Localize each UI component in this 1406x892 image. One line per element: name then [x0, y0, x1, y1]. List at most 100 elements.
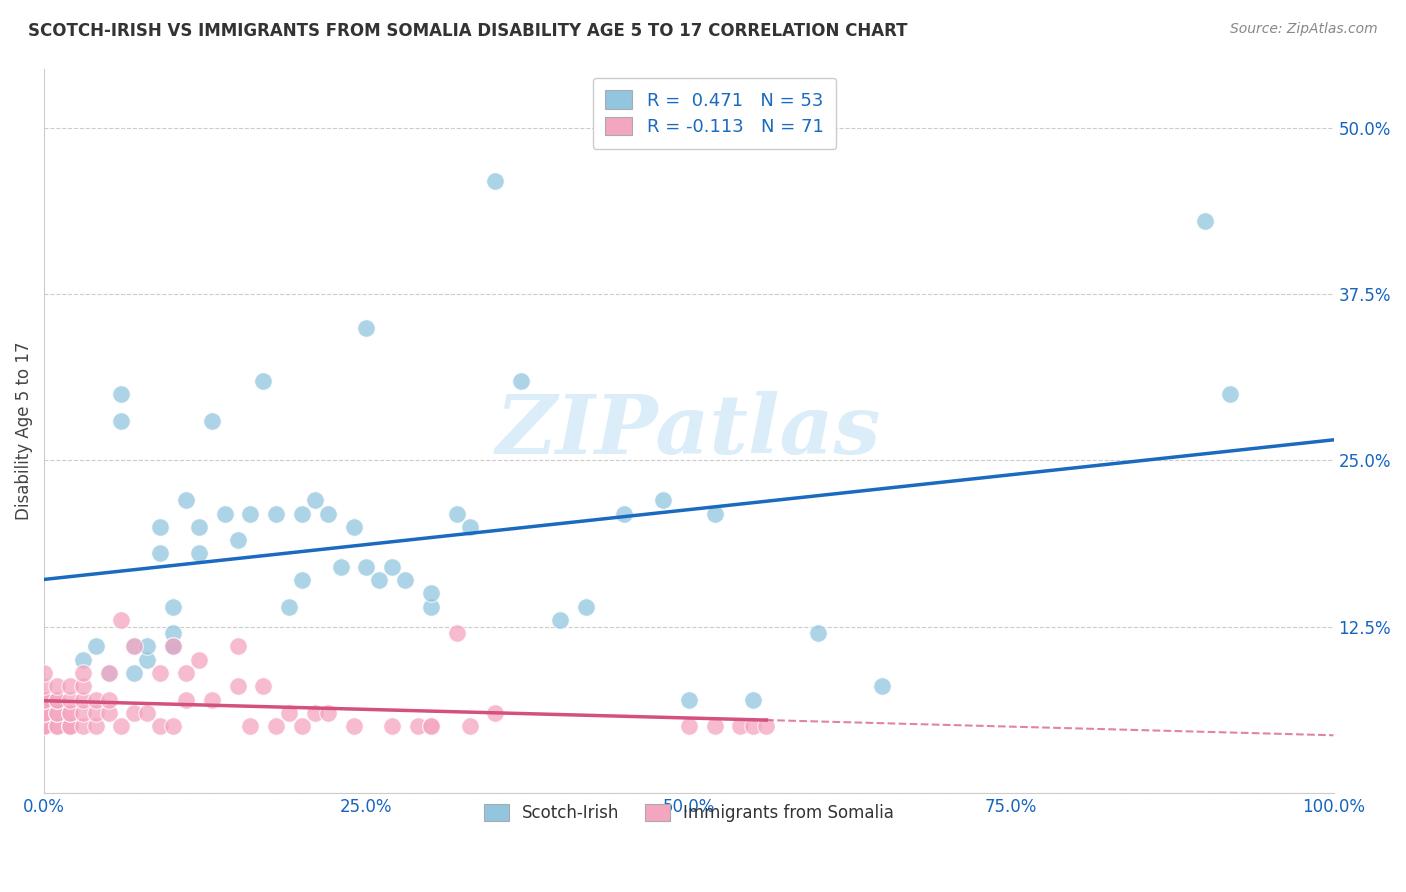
Point: [136, 706, 159, 720]
Point: [32, 719, 55, 733]
Point: [32, 719, 55, 733]
Point: [458, 719, 481, 733]
Point: [703, 507, 725, 521]
Point: [252, 679, 274, 693]
Point: [226, 640, 249, 654]
Point: [652, 493, 675, 508]
Point: [187, 653, 209, 667]
Point: [304, 706, 326, 720]
Point: [1219, 387, 1241, 401]
Point: [97, 692, 120, 706]
Point: [46, 706, 69, 720]
Point: [742, 692, 765, 706]
Point: [304, 493, 326, 508]
Y-axis label: Disability Age 5 to 17: Disability Age 5 to 17: [15, 342, 32, 520]
Point: [316, 706, 339, 720]
Point: [419, 586, 441, 600]
Point: [381, 719, 404, 733]
Point: [264, 507, 287, 521]
Point: [32, 719, 55, 733]
Point: [97, 666, 120, 681]
Point: [32, 692, 55, 706]
Point: [72, 679, 94, 693]
Point: [59, 692, 82, 706]
Point: [59, 706, 82, 720]
Point: [46, 692, 69, 706]
Point: [446, 626, 468, 640]
Point: [394, 573, 416, 587]
Point: [124, 706, 146, 720]
Point: [84, 692, 107, 706]
Text: Source: ZipAtlas.com: Source: ZipAtlas.com: [1230, 22, 1378, 37]
Point: [149, 520, 172, 534]
Point: [46, 719, 69, 733]
Point: [484, 706, 506, 720]
Point: [278, 599, 301, 614]
Point: [46, 706, 69, 720]
Point: [162, 719, 184, 733]
Point: [84, 640, 107, 654]
Point: [316, 507, 339, 521]
Point: [406, 719, 429, 733]
Point: [548, 613, 571, 627]
Point: [149, 547, 172, 561]
Point: [381, 559, 404, 574]
Point: [575, 599, 598, 614]
Point: [755, 719, 778, 733]
Point: [110, 613, 132, 627]
Point: [162, 599, 184, 614]
Point: [174, 493, 197, 508]
Point: [187, 547, 209, 561]
Point: [264, 719, 287, 733]
Point: [201, 692, 224, 706]
Point: [124, 640, 146, 654]
Point: [46, 679, 69, 693]
Point: [613, 507, 636, 521]
Point: [703, 719, 725, 733]
Point: [239, 719, 262, 733]
Point: [484, 174, 506, 188]
Point: [124, 666, 146, 681]
Point: [32, 666, 55, 681]
Point: [226, 679, 249, 693]
Point: [162, 640, 184, 654]
Point: [226, 533, 249, 548]
Legend: Scotch-Irish, Immigrants from Somalia: Scotch-Irish, Immigrants from Somalia: [471, 790, 907, 835]
Point: [59, 719, 82, 733]
Point: [201, 414, 224, 428]
Point: [419, 719, 441, 733]
Point: [252, 374, 274, 388]
Point: [342, 520, 364, 534]
Point: [110, 387, 132, 401]
Point: [32, 692, 55, 706]
Point: [149, 666, 172, 681]
Point: [162, 640, 184, 654]
Point: [368, 573, 391, 587]
Point: [84, 706, 107, 720]
Point: [97, 706, 120, 720]
Point: [124, 640, 146, 654]
Point: [59, 706, 82, 720]
Point: [174, 692, 197, 706]
Point: [187, 520, 209, 534]
Point: [870, 679, 893, 693]
Point: [32, 706, 55, 720]
Point: [110, 719, 132, 733]
Point: [730, 719, 752, 733]
Point: [162, 626, 184, 640]
Point: [291, 573, 314, 587]
Point: [1194, 214, 1216, 228]
Point: [59, 719, 82, 733]
Point: [446, 507, 468, 521]
Point: [239, 507, 262, 521]
Point: [72, 706, 94, 720]
Point: [356, 559, 378, 574]
Point: [32, 706, 55, 720]
Text: ZIPatlas: ZIPatlas: [496, 391, 882, 471]
Point: [110, 414, 132, 428]
Point: [458, 520, 481, 534]
Point: [742, 719, 765, 733]
Text: SCOTCH-IRISH VS IMMIGRANTS FROM SOMALIA DISABILITY AGE 5 TO 17 CORRELATION CHART: SCOTCH-IRISH VS IMMIGRANTS FROM SOMALIA …: [28, 22, 908, 40]
Point: [46, 719, 69, 733]
Point: [59, 719, 82, 733]
